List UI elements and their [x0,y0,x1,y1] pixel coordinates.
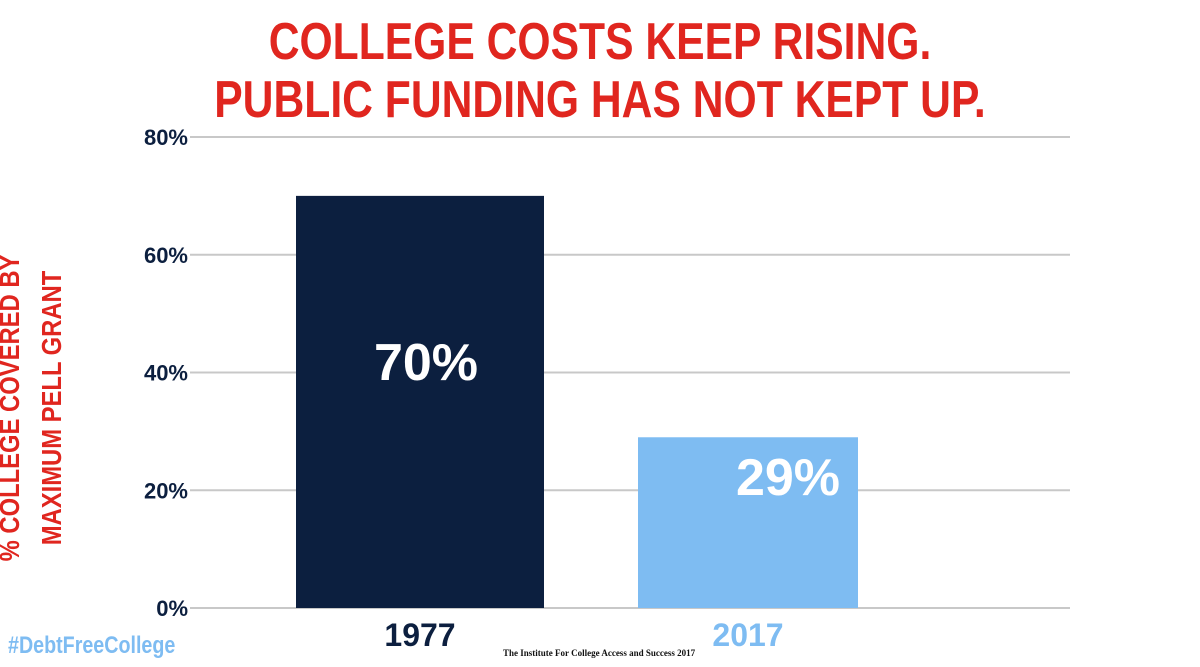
y-tick-label: 80% [144,125,188,150]
bar-1977 [296,195,544,608]
data-label-1977: 70% [374,334,478,392]
chart-title-line1: COLLEGE COSTS KEEP RISING. [268,13,932,71]
y-tick-label: 0% [156,596,188,621]
x-tick-label-2017: 2017 [712,617,783,653]
chart-title-line2: PUBLIC FUNDING HAS NOT KEPT UP. [214,71,986,129]
x-tick-label-1977: 1977 [384,617,455,653]
y-tick-label: 20% [144,478,188,503]
hashtag: #DebtFreeCollege [8,632,176,659]
y-tick-label: 60% [144,243,188,268]
bar-2017 [638,437,858,608]
y-tick-label: 40% [144,361,188,386]
data-label-2017: 29% [736,449,840,507]
source-credit: The Institute For College Access and Suc… [503,648,696,658]
